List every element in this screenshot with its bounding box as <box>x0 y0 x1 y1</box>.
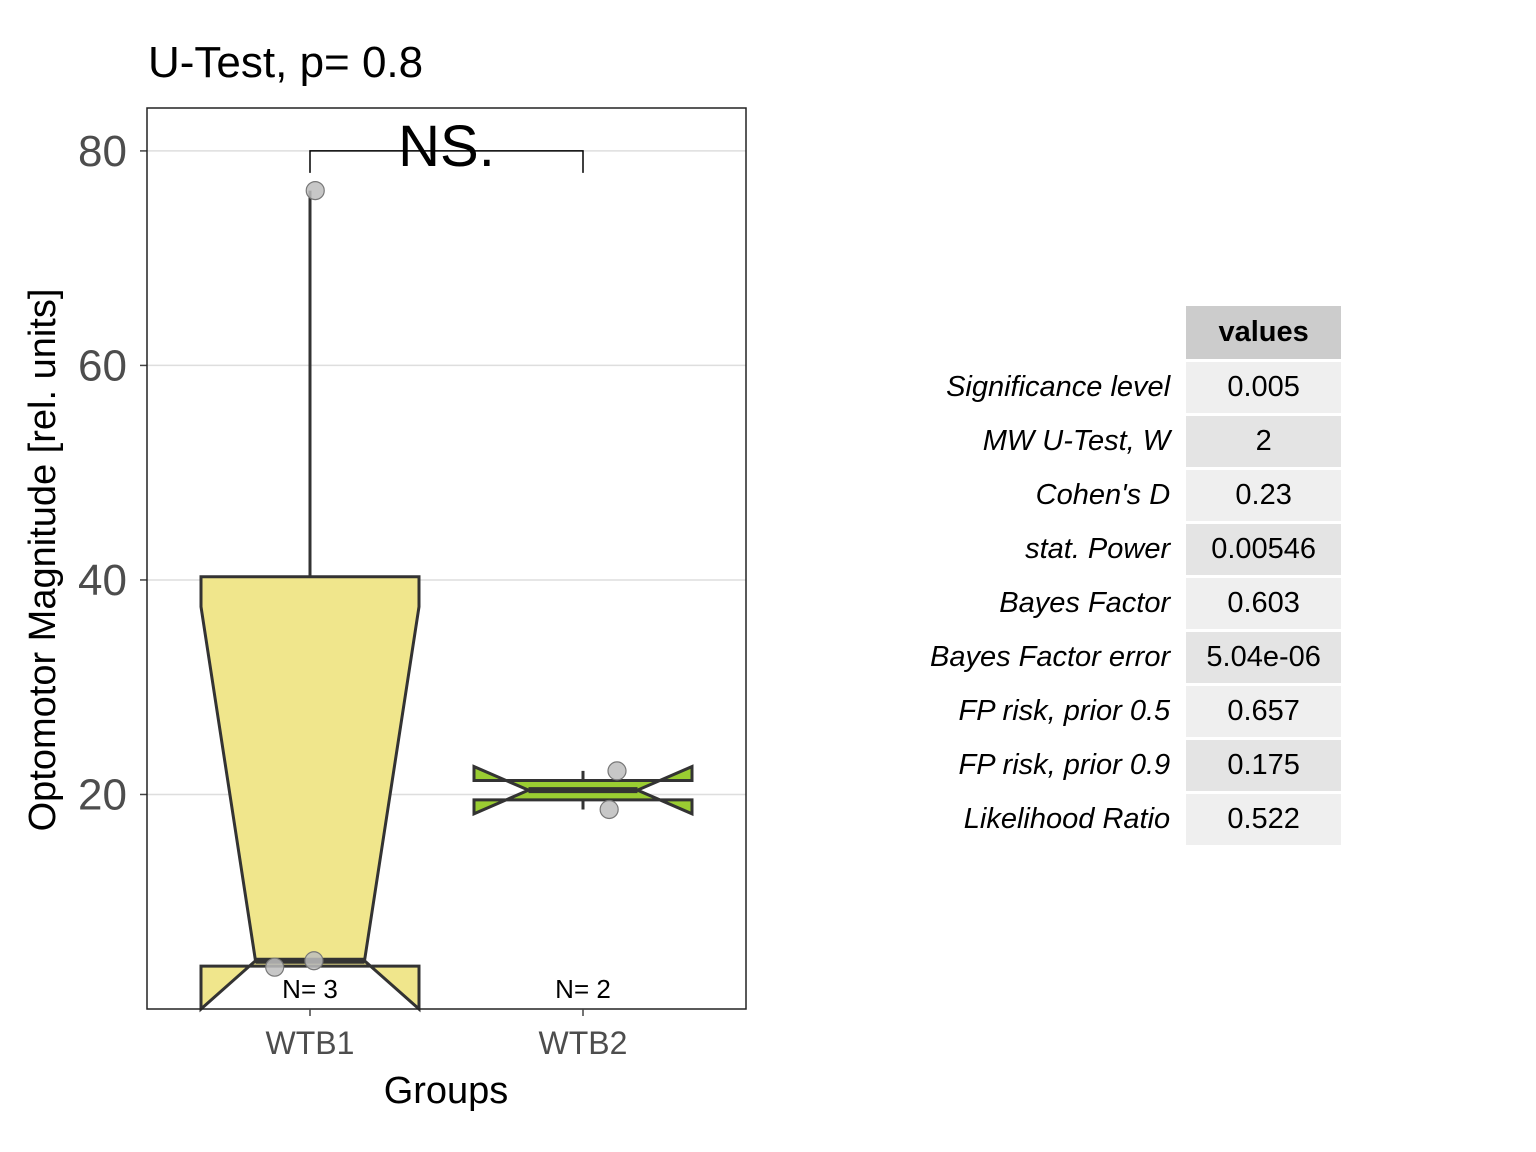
y-tick-label: 40 <box>78 556 127 605</box>
table-row: Bayes Factor error 5.04e-06 <box>930 630 1342 686</box>
x-axis-label: Groups <box>384 1070 509 1112</box>
x-tick-label: WTB2 <box>539 1025 628 1061</box>
table-row-value: 0.00546 <box>1186 522 1342 578</box>
y-tick-label: 80 <box>78 127 127 176</box>
table-row-label: Significance level <box>946 370 1171 403</box>
table-row: Likelihood Ratio 0.522 <box>930 792 1342 848</box>
table-column-header: values <box>1186 306 1342 362</box>
data-point <box>265 957 285 977</box>
table-row-label: stat. Power <box>1025 532 1171 565</box>
table-row: Cohen's D 0.23 <box>930 468 1342 524</box>
data-point <box>607 761 627 781</box>
n-count-label: N= 2 <box>555 974 611 1004</box>
x-axis-ticks: WTB1 WTB2 <box>266 1009 628 1061</box>
significance-bracket: NS. <box>309 114 584 179</box>
y-axis-ticks: 20 40 60 80 <box>78 127 147 819</box>
table-row-label: FP risk, prior 0.5 <box>958 694 1171 727</box>
table-row-value: 0.522 <box>1186 792 1342 848</box>
chart-title: U-Test, p= 0.8 <box>148 38 423 87</box>
table-row: FP risk, prior 0.5 0.657 <box>930 684 1342 740</box>
stats-table-body: Significance level 0.005 MW U-Test, W 2 Cohe… <box>930 360 1342 848</box>
data-point <box>304 951 324 971</box>
significance-bracket-line <box>309 150 584 173</box>
table-row-label: Likelihood Ratio <box>963 802 1171 835</box>
boxes: N= 3 N= 2 <box>199 190 694 1013</box>
table-row-value: 0.175 <box>1186 738 1342 794</box>
table-row: Bayes Factor 0.603 <box>930 576 1342 632</box>
data-point <box>305 180 325 201</box>
table-row-label: Bayes Factor <box>999 586 1171 619</box>
table-row-value: 5.04e-06 <box>1186 630 1342 686</box>
table-row-value: 0.005 <box>1186 360 1342 416</box>
table-row: stat. Power 0.00546 <box>930 522 1342 578</box>
table-row: Significance level 0.005 <box>930 360 1342 416</box>
box-body <box>199 575 421 1013</box>
y-tick-label: 20 <box>78 770 127 819</box>
x-tick-label: WTB1 <box>266 1025 355 1061</box>
table-row-value: 0.603 <box>1186 576 1342 632</box>
table-row-label: Cohen's D <box>1035 478 1171 511</box>
table-row: MW U-Test, W 2 <box>930 414 1342 470</box>
data-point <box>599 799 619 820</box>
table-row-value: 2 <box>1186 414 1342 470</box>
table-row-label: MW U-Test, W <box>982 424 1171 457</box>
table-row-value: 0.23 <box>1186 468 1342 524</box>
y-axis-label: Optomotor Magnitude [rel. units] <box>22 289 64 832</box>
table-row-value: 0.657 <box>1186 684 1342 740</box>
table-row-label: FP risk, prior 0.9 <box>958 748 1171 781</box>
y-tick-label: 60 <box>78 341 127 390</box>
plot-panel-border <box>146 107 747 1010</box>
data-points <box>265 180 627 977</box>
table-row-label: Bayes Factor error <box>930 640 1171 673</box>
table-corner <box>930 306 1186 360</box>
stats-table: values Significance level 0.005 MW U-Test,… <box>930 306 1342 848</box>
significance-label: NS. <box>398 114 495 179</box>
n-count-label: N= 3 <box>282 974 338 1004</box>
table-row: FP risk, prior 0.9 0.175 <box>930 738 1342 794</box>
